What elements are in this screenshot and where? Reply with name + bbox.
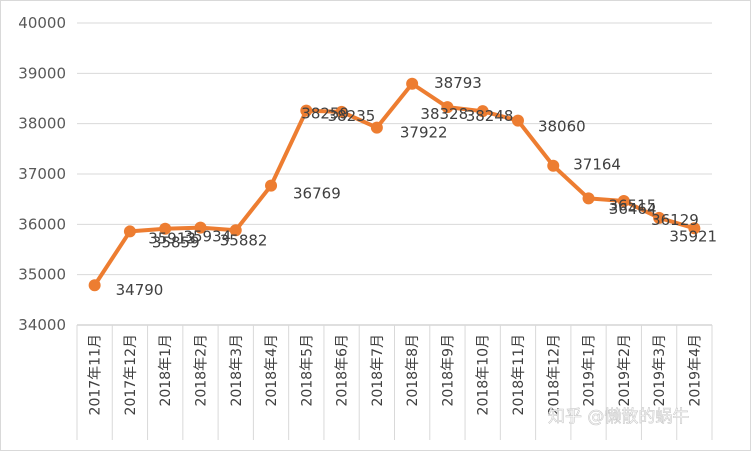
- x-tick-label: 2018年2月: [193, 334, 209, 407]
- data-point: [159, 222, 172, 235]
- x-tick-label: 2018年10月: [476, 334, 492, 415]
- data-label: 38248: [466, 107, 514, 125]
- data-label: 36515: [609, 196, 657, 214]
- data-label: 35913: [148, 230, 196, 248]
- series-group: [88, 77, 701, 292]
- data-point: [370, 121, 383, 134]
- data-label: 34790: [116, 281, 164, 299]
- data-point: [441, 101, 454, 114]
- x-tick-label: 2018年1月: [158, 334, 174, 407]
- x-tick-label: 2018年7月: [370, 334, 386, 407]
- y-tick-label: 40000: [18, 14, 66, 32]
- data-point: [335, 105, 348, 118]
- x-tick-label: 2018年8月: [405, 334, 421, 407]
- x-axis: 2017年11月 2017年12月 2018年1月 2018年2月 2018年3月 201…: [88, 334, 704, 415]
- data-label: 36129: [651, 211, 699, 229]
- x-tick-label: 2018年3月: [229, 334, 245, 407]
- x-tick-label: 2018年12月: [546, 334, 562, 415]
- data-label: 38328: [420, 105, 468, 123]
- data-label: 35934: [183, 228, 231, 246]
- watermark-text: 知乎 @懒散的蜗牛: [548, 407, 689, 427]
- y-tick-label: 38000: [18, 115, 66, 133]
- data-point: [688, 222, 701, 235]
- data-label: 35882: [220, 231, 268, 249]
- data-point: [194, 221, 207, 234]
- data-label: 38235: [328, 107, 376, 125]
- x-tick-label: 2019年3月: [652, 334, 668, 407]
- data-label: 37164: [573, 156, 621, 174]
- data-point: [476, 105, 489, 118]
- data-label: 37922: [400, 124, 448, 142]
- data-label: 35921: [669, 227, 717, 245]
- data-point: [406, 77, 419, 90]
- x-tick-label: 2017年11月: [88, 334, 104, 415]
- x-tick-label: 2019年4月: [687, 334, 703, 407]
- data-point: [300, 104, 313, 117]
- data-point: [582, 192, 595, 205]
- y-tick-label: 36000: [18, 215, 66, 233]
- data-point: [229, 224, 242, 237]
- y-tick-label: 34000: [18, 316, 66, 334]
- series-line: [92, 81, 697, 288]
- y-tick-label: 35000: [18, 266, 66, 284]
- data-point: [547, 159, 560, 172]
- data-label: 38060: [538, 118, 586, 136]
- x-tick-label: 2017年12月: [123, 334, 139, 415]
- y-axis: 34000 35000 36000 37000 38000 39000 40000: [18, 14, 66, 334]
- x-tick-label: 2018年9月: [440, 334, 456, 407]
- y-tick-label: 39000: [18, 64, 66, 82]
- data-label: 35859: [152, 233, 200, 251]
- data-label: 36464: [609, 200, 657, 218]
- data-point: [653, 211, 666, 224]
- data-label: 38793: [434, 74, 482, 92]
- y-tick-label: 37000: [18, 165, 66, 183]
- data-point: [88, 279, 101, 292]
- x-tick-label: 2018年4月: [264, 334, 280, 407]
- x-tick-label: 2018年6月: [335, 334, 351, 407]
- data-point: [617, 194, 630, 207]
- x-tick-label: 2019年2月: [617, 334, 633, 407]
- x-tick-label: 2018年5月: [299, 334, 315, 407]
- data-point: [123, 225, 136, 238]
- data-point: [511, 114, 524, 127]
- x-tick-label: 2019年1月: [582, 334, 598, 407]
- x-tick-label: 2018年11月: [511, 334, 527, 415]
- data-point: [265, 179, 278, 192]
- data-label: 38259: [301, 105, 349, 123]
- gridlines: [76, 22, 713, 440]
- data-label: 36769: [293, 185, 341, 203]
